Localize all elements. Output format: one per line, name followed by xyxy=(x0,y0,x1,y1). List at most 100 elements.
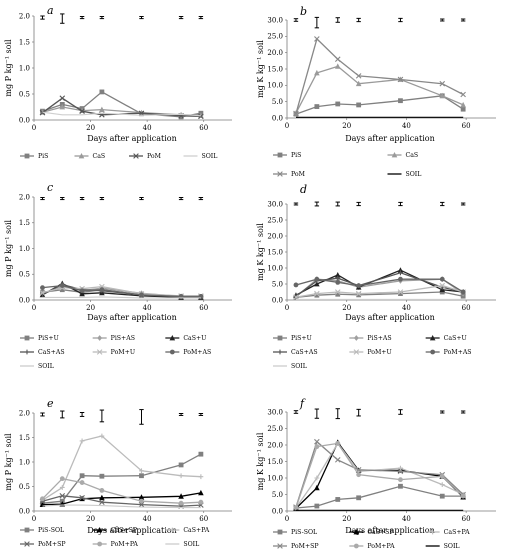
data-point xyxy=(99,433,105,439)
data-point xyxy=(398,98,403,104)
data-point xyxy=(138,494,145,500)
legend-marker xyxy=(430,349,436,355)
legend-label: PiS+AS xyxy=(367,335,391,342)
legend-entry: SOIL xyxy=(165,541,199,548)
y-tick-label: 2.0 xyxy=(19,409,30,417)
legend-marker xyxy=(96,349,103,355)
data-point xyxy=(314,438,320,445)
legend-entry: CaS+SP xyxy=(92,527,137,534)
data-point xyxy=(398,291,403,296)
series-line xyxy=(42,91,202,118)
legend-entry: CaS xyxy=(74,153,105,160)
x-axis-label: Days after application xyxy=(345,526,435,535)
y-tick-label: 30.0 xyxy=(267,408,283,416)
x-tick-label: 20 xyxy=(342,515,351,523)
y-tick-label: 20.0 xyxy=(267,49,283,57)
y-tick-label: 25.0 xyxy=(267,216,283,224)
error-bar xyxy=(335,17,340,23)
series-pom-as xyxy=(293,276,466,295)
data-point xyxy=(59,485,65,490)
y-tick-label: 5.0 xyxy=(272,280,283,288)
legend-entry: PoM xyxy=(273,171,306,178)
legend-label: SOIL xyxy=(202,153,218,160)
data-point xyxy=(398,276,403,282)
data-point xyxy=(198,474,204,480)
series-pom-sp xyxy=(39,493,204,509)
legend-marker xyxy=(353,529,360,535)
legend-entry: PiS+U xyxy=(20,335,59,342)
series-pis-sol xyxy=(293,483,466,511)
data-point xyxy=(439,92,446,99)
x-tick-label: 40 xyxy=(143,304,152,312)
data-point xyxy=(439,473,445,479)
error-bar xyxy=(335,201,340,207)
legend-entry: SOIL xyxy=(425,543,460,550)
data-point xyxy=(335,440,341,446)
data-point xyxy=(293,505,299,511)
legend-marker xyxy=(353,349,360,355)
legend-label: CaS+SP xyxy=(111,527,137,534)
legend-entry: PoM+PA xyxy=(92,541,138,548)
error-bar xyxy=(460,18,466,22)
legend-label: PiS xyxy=(38,153,48,160)
error-bar xyxy=(440,410,445,414)
data-point xyxy=(99,488,105,493)
x-tick-label: 60 xyxy=(199,304,208,312)
chart-panel-a: 0.0 0.5 1.0 1.5 2.0 0 20 40 60 Days after applica… xyxy=(4,4,232,160)
y-tick-label: 10.0 xyxy=(267,264,283,272)
error-bar xyxy=(356,408,361,417)
error-bar xyxy=(139,16,144,20)
legend-label: PiS+U xyxy=(291,335,312,342)
legend-label: PoM xyxy=(147,153,162,160)
y-tick-label: 0.0 xyxy=(272,114,283,122)
error-bar xyxy=(178,16,184,20)
data-point xyxy=(314,292,320,298)
y-tick-label: 0.0 xyxy=(19,116,30,124)
data-point xyxy=(138,501,145,508)
series-pom-pa xyxy=(293,440,466,511)
data-point xyxy=(397,76,404,83)
error-bar xyxy=(398,17,403,23)
y-tick-label: 20.0 xyxy=(267,441,283,449)
x-tick-label: 0 xyxy=(32,124,36,132)
error-bar xyxy=(99,16,105,20)
data-point xyxy=(139,292,144,298)
error-bar xyxy=(460,202,466,206)
y-tick-label: 1.5 xyxy=(19,434,30,442)
data-point xyxy=(355,80,362,87)
error-bar xyxy=(79,16,85,20)
data-point xyxy=(178,473,184,479)
legend-label: PoM+SP xyxy=(38,541,66,548)
legend-marker xyxy=(24,527,30,533)
x-tick-label: 20 xyxy=(342,304,351,312)
legend-marker xyxy=(277,349,283,355)
chart-panel-e: 0.0 0.5 1.0 1.5 2.0 0 20 40 60 Days after applica… xyxy=(4,397,232,548)
data-point xyxy=(335,280,341,285)
error-bar xyxy=(198,16,204,20)
series-line xyxy=(295,485,464,509)
legend-label: SOIL xyxy=(38,363,54,370)
series-pis xyxy=(293,93,466,117)
data-point xyxy=(334,56,341,62)
legend-entry: CaS+AS xyxy=(273,349,318,356)
data-point xyxy=(460,91,466,98)
legend-label: CaS+PA xyxy=(183,527,209,534)
data-point xyxy=(314,276,320,282)
data-point xyxy=(139,498,144,504)
panel-label: d xyxy=(300,183,307,196)
y-tick-label: 1.0 xyxy=(19,458,30,466)
data-point xyxy=(139,468,144,474)
legend-marker xyxy=(353,335,359,341)
error-bar xyxy=(99,197,105,201)
series-line xyxy=(42,296,201,299)
data-point xyxy=(39,109,46,115)
data-point xyxy=(334,63,341,69)
data-point xyxy=(398,477,403,483)
legend-marker xyxy=(169,349,175,355)
data-point xyxy=(335,497,341,502)
y-tick-label: 25.0 xyxy=(267,33,283,41)
series-line xyxy=(42,504,201,509)
data-point xyxy=(79,494,85,501)
data-point xyxy=(356,472,362,478)
series-line xyxy=(42,435,201,501)
